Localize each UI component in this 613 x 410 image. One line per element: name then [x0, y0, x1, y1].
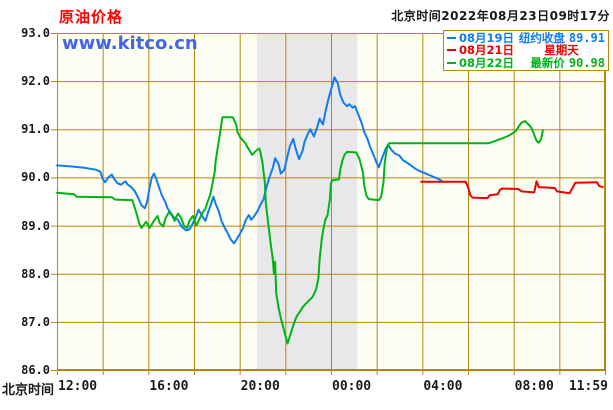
- legend-date: 08月19日: [459, 31, 515, 46]
- x-tick-label: 04:00: [423, 379, 463, 394]
- x-tick-label: 11:59: [568, 379, 608, 394]
- x-tick-label: 16:00: [149, 379, 189, 394]
- legend-marker-aug22-icon: [447, 61, 456, 64]
- legend-desc: 最新价: [530, 55, 565, 70]
- legend-marker-aug21-icon: [447, 49, 456, 52]
- series-aug22-line: [56, 116, 544, 345]
- legend-date: 08月21日: [459, 43, 515, 58]
- x-tick-label: 12:00: [58, 379, 98, 394]
- y-tick-label: 91.0: [21, 122, 50, 137]
- legend-marker-aug19-icon: [447, 37, 456, 40]
- legend-date: 08月22日: [459, 55, 515, 70]
- y-tick-label: 89.0: [21, 218, 50, 233]
- y-tick-label: 92.0: [21, 74, 50, 89]
- legend-value: 89.91: [568, 31, 605, 46]
- x-tick-label: 00:00: [332, 379, 372, 394]
- legend-row-aug22: 08月22日 最新价 90.98: [447, 57, 605, 69]
- y-tick-label: 88.0: [21, 266, 50, 281]
- legend-row-aug19: 08月19日 纽约收盘 89.91: [447, 32, 605, 44]
- y-tick-label: 86.0: [21, 363, 50, 377]
- y-tick-label: 90.0: [21, 170, 50, 185]
- series-aug21-line: [420, 180, 604, 200]
- shaded-session-band: [256, 33, 358, 370]
- y-tick-label: 87.0: [21, 314, 50, 329]
- y-tick-label: 93.0: [21, 26, 50, 40]
- x-axis-name: 北京时间: [2, 383, 55, 398]
- plot-border: [57, 33, 605, 370]
- x-tick-label: 20:00: [240, 379, 280, 394]
- legend-desc: 纽约收盘: [518, 31, 565, 46]
- beijing-timestamp: 北京时间2022年08月23日09时17分: [391, 9, 610, 23]
- legend-row-aug21: 08月21日 星期天: [447, 44, 605, 56]
- legend-desc: 星期天: [544, 43, 579, 58]
- series-aug19-line: [56, 76, 444, 245]
- kitco-watermark: www.kitco.cn: [62, 33, 198, 54]
- legend-box: 08月19日 纽约收盘 89.91 08月21日 星期天 08月22日 最新价 …: [443, 30, 609, 71]
- legend-value: 90.98: [568, 55, 605, 70]
- x-tick-label: 08:00: [514, 379, 554, 394]
- page-title: 原油价格: [59, 8, 124, 26]
